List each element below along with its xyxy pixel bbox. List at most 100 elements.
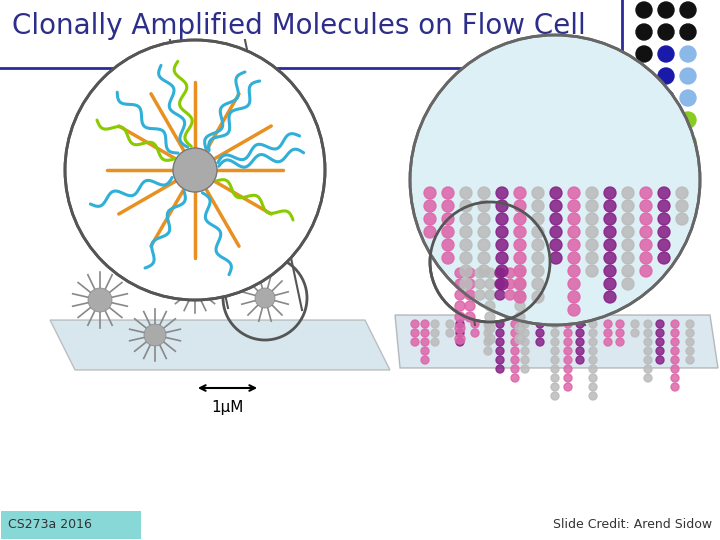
Circle shape	[411, 338, 419, 346]
Circle shape	[680, 46, 696, 62]
Circle shape	[564, 374, 572, 382]
Circle shape	[640, 226, 652, 238]
Circle shape	[496, 187, 508, 199]
Circle shape	[442, 239, 454, 251]
Circle shape	[568, 187, 580, 199]
Circle shape	[460, 265, 472, 277]
Circle shape	[532, 200, 544, 212]
Circle shape	[465, 290, 475, 300]
Circle shape	[604, 265, 616, 277]
Circle shape	[188, 281, 202, 295]
Circle shape	[475, 290, 485, 300]
Circle shape	[658, 213, 670, 225]
Circle shape	[514, 226, 526, 238]
Circle shape	[511, 374, 519, 382]
Circle shape	[191, 166, 199, 174]
Circle shape	[255, 288, 275, 308]
Circle shape	[589, 365, 597, 373]
Circle shape	[622, 265, 634, 277]
Circle shape	[460, 278, 472, 290]
Circle shape	[431, 329, 439, 337]
Circle shape	[410, 35, 700, 325]
Circle shape	[430, 202, 550, 322]
Circle shape	[460, 226, 472, 238]
Circle shape	[622, 213, 634, 225]
Circle shape	[514, 213, 526, 225]
Circle shape	[514, 200, 526, 212]
Circle shape	[622, 187, 634, 199]
FancyBboxPatch shape	[1, 511, 141, 539]
Circle shape	[604, 338, 612, 346]
Circle shape	[636, 68, 652, 84]
Circle shape	[514, 265, 526, 277]
Circle shape	[680, 156, 696, 172]
Circle shape	[686, 320, 694, 328]
Circle shape	[644, 365, 652, 373]
Circle shape	[485, 323, 495, 333]
Circle shape	[671, 320, 679, 328]
Circle shape	[505, 268, 515, 278]
Circle shape	[177, 152, 213, 188]
Circle shape	[564, 365, 572, 373]
Circle shape	[551, 374, 559, 382]
Circle shape	[460, 239, 472, 251]
Text: 1μM: 1μM	[211, 400, 243, 415]
Circle shape	[644, 338, 652, 346]
Circle shape	[604, 239, 616, 251]
Circle shape	[496, 347, 504, 355]
Circle shape	[636, 134, 652, 150]
Circle shape	[640, 213, 652, 225]
Circle shape	[96, 296, 104, 303]
Circle shape	[515, 334, 525, 344]
Circle shape	[98, 298, 102, 302]
Circle shape	[536, 329, 544, 337]
Circle shape	[65, 40, 325, 300]
Circle shape	[484, 329, 492, 337]
Circle shape	[465, 301, 475, 311]
Circle shape	[658, 156, 674, 172]
Circle shape	[576, 356, 584, 364]
Circle shape	[521, 338, 529, 346]
Circle shape	[514, 239, 526, 251]
Text: CS273a 2016: CS273a 2016	[8, 518, 92, 531]
Circle shape	[455, 290, 465, 300]
Circle shape	[568, 291, 580, 303]
Circle shape	[568, 239, 580, 251]
Circle shape	[258, 292, 271, 305]
Circle shape	[622, 252, 634, 264]
Circle shape	[521, 356, 529, 364]
Circle shape	[589, 329, 597, 337]
Circle shape	[189, 164, 201, 176]
Circle shape	[589, 347, 597, 355]
Circle shape	[680, 2, 696, 18]
Circle shape	[622, 239, 634, 251]
Circle shape	[181, 156, 209, 184]
Circle shape	[496, 365, 504, 373]
Circle shape	[475, 268, 485, 278]
Circle shape	[515, 312, 525, 322]
Circle shape	[532, 187, 544, 199]
Circle shape	[551, 329, 559, 337]
Circle shape	[496, 252, 508, 264]
Circle shape	[658, 24, 674, 40]
Circle shape	[636, 24, 652, 40]
Circle shape	[514, 278, 526, 290]
Circle shape	[536, 338, 544, 346]
Circle shape	[465, 268, 475, 278]
Circle shape	[568, 252, 580, 264]
Circle shape	[260, 293, 271, 303]
Circle shape	[471, 320, 479, 328]
Circle shape	[640, 252, 652, 264]
Circle shape	[550, 187, 562, 199]
Circle shape	[261, 294, 269, 302]
Circle shape	[183, 158, 207, 182]
Circle shape	[656, 356, 664, 364]
Circle shape	[257, 291, 273, 306]
Circle shape	[551, 392, 559, 400]
Circle shape	[686, 356, 694, 364]
Circle shape	[521, 320, 529, 328]
Circle shape	[604, 252, 616, 264]
Circle shape	[478, 187, 490, 199]
Circle shape	[658, 226, 670, 238]
Circle shape	[424, 200, 436, 212]
